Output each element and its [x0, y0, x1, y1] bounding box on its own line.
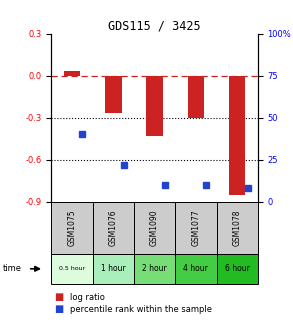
Text: GSM1077: GSM1077 [191, 209, 200, 246]
Text: 2 hour: 2 hour [142, 264, 167, 273]
Bar [134, 254, 175, 284]
Bar [175, 202, 217, 254]
Text: ■: ■ [54, 304, 64, 314]
Bar [93, 202, 134, 254]
Text: percentile rank within the sample: percentile rank within the sample [70, 305, 212, 313]
Bar [134, 202, 175, 254]
Text: 0.5 hour: 0.5 hour [59, 266, 85, 271]
Title: GDS115 / 3425: GDS115 / 3425 [108, 19, 201, 33]
Text: 4 hour: 4 hour [183, 264, 208, 273]
Text: ■: ■ [54, 292, 64, 302]
Text: time: time [3, 264, 22, 273]
Text: GSM1078: GSM1078 [233, 209, 242, 246]
Bar [51, 202, 93, 254]
Bar [229, 76, 246, 195]
Bar [217, 202, 258, 254]
Bar [217, 254, 258, 284]
Text: GSM1076: GSM1076 [109, 209, 118, 246]
Text: 6 hour: 6 hour [225, 264, 250, 273]
Text: 1 hour: 1 hour [101, 264, 126, 273]
Bar [175, 254, 217, 284]
Bar [105, 76, 122, 114]
Bar [93, 254, 134, 284]
Bar [146, 76, 163, 136]
Bar [188, 76, 204, 118]
Text: GSM1090: GSM1090 [150, 209, 159, 246]
Bar [51, 254, 93, 284]
Text: log ratio: log ratio [70, 293, 105, 302]
Text: GSM1075: GSM1075 [67, 209, 76, 246]
Bar [64, 72, 80, 76]
